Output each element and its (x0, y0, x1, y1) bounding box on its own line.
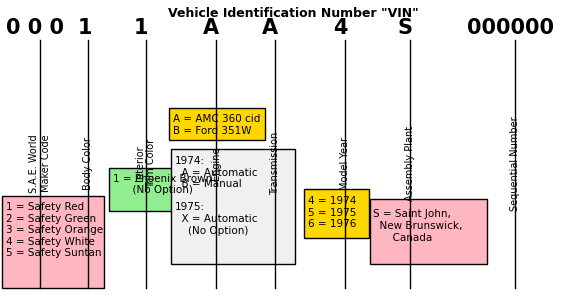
Text: 1974:
  A = Automatic
  B = Manual

1975:
  X = Automatic
    (No Option): 1974: A = Automatic B = Manual 1975: X =… (175, 156, 258, 236)
Text: Body Color: Body Color (83, 137, 93, 190)
Bar (2, 196, 104, 288)
Text: 1 = Phoenix Brown
      (No Option): 1 = Phoenix Brown (No Option) (113, 174, 212, 195)
Text: Engine: Engine (211, 147, 221, 180)
Bar (304, 189, 369, 238)
Text: Interior
Trim Color: Interior Trim Color (135, 139, 156, 188)
Text: S.A.E. World
Maker Code: S.A.E. World Maker Code (29, 134, 50, 193)
Bar (171, 148, 295, 264)
Text: S = Saint John,
  New Brunswick,
      Canada: S = Saint John, New Brunswick, Canada (373, 209, 463, 243)
Bar (109, 168, 217, 211)
Text: Transmission: Transmission (269, 132, 280, 195)
Text: A: A (262, 18, 278, 38)
Text: Sequential Number: Sequential Number (510, 116, 521, 211)
Text: A: A (203, 18, 220, 38)
Text: S: S (397, 18, 413, 38)
Text: 0 0 0: 0 0 0 (6, 18, 64, 38)
Text: 1 = Safety Red
2 = Safety Green
3 = Safety Orange
4 = Safety White
5 = Safety Su: 1 = Safety Red 2 = Safety Green 3 = Safe… (6, 202, 103, 258)
Text: 1: 1 (78, 18, 92, 38)
Text: A = AMC 360 cid
B = Ford 351W: A = AMC 360 cid B = Ford 351W (173, 114, 260, 136)
Text: Assembly Plant: Assembly Plant (404, 126, 415, 201)
Text: 000000: 000000 (467, 18, 554, 38)
Text: 4 = 1974
5 = 1975
6 = 1976: 4 = 1974 5 = 1975 6 = 1976 (308, 196, 356, 229)
Text: 1: 1 (134, 18, 148, 38)
Text: Vehicle Identification Number "VIN": Vehicle Identification Number "VIN" (168, 7, 419, 20)
Bar (169, 108, 265, 140)
Text: Model Year: Model Year (340, 137, 350, 190)
Bar (370, 199, 487, 264)
Text: 4: 4 (333, 18, 348, 38)
